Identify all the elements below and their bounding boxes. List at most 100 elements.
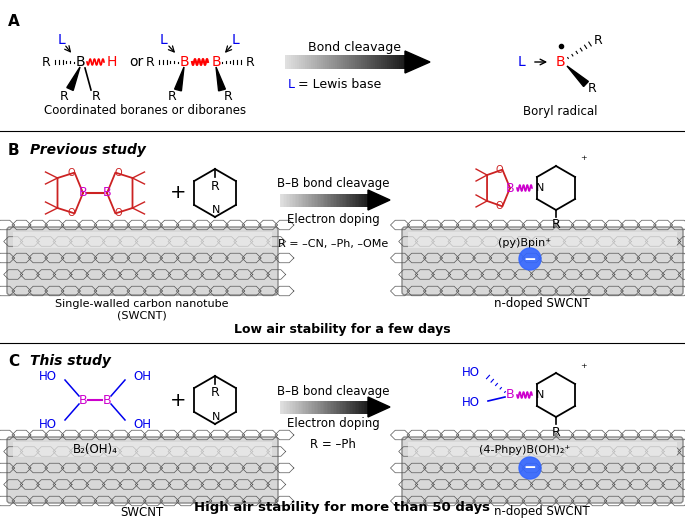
Text: HO: HO xyxy=(462,366,480,379)
Text: R: R xyxy=(42,56,51,69)
Text: −: − xyxy=(523,460,536,475)
Text: L: L xyxy=(518,55,526,69)
Text: Coordinated boranes or diboranes: Coordinated boranes or diboranes xyxy=(44,103,246,116)
Bar xyxy=(356,194,358,207)
Bar xyxy=(353,401,356,414)
Bar xyxy=(290,401,292,414)
Bar xyxy=(385,55,388,69)
Bar xyxy=(351,55,353,69)
Bar xyxy=(295,401,297,414)
Bar xyxy=(320,401,321,414)
Bar xyxy=(358,401,360,414)
Text: B: B xyxy=(506,389,514,402)
Bar xyxy=(338,401,340,414)
Bar xyxy=(365,55,367,69)
Bar xyxy=(351,194,352,207)
Polygon shape xyxy=(175,67,184,91)
Bar xyxy=(330,194,332,207)
Bar xyxy=(327,194,329,207)
Bar xyxy=(343,194,345,207)
Bar xyxy=(338,194,340,207)
Bar xyxy=(313,55,316,69)
Bar xyxy=(408,442,677,457)
Bar xyxy=(346,194,348,207)
Text: B: B xyxy=(211,55,221,69)
Bar xyxy=(287,194,289,207)
Bar xyxy=(345,55,347,69)
Bar xyxy=(334,401,336,414)
Bar xyxy=(355,55,358,69)
Circle shape xyxy=(519,248,541,270)
Bar xyxy=(333,194,335,207)
Bar xyxy=(299,55,301,69)
Bar xyxy=(324,401,326,414)
Text: ⁺: ⁺ xyxy=(580,362,586,375)
Text: O: O xyxy=(114,168,122,177)
Bar xyxy=(295,194,297,207)
Text: B–B bond cleavage: B–B bond cleavage xyxy=(277,385,389,398)
Bar xyxy=(284,401,286,414)
Polygon shape xyxy=(405,51,430,73)
Bar xyxy=(353,194,356,207)
Polygon shape xyxy=(67,67,80,90)
Bar xyxy=(387,55,390,69)
Text: (py)Bpin⁺: (py)Bpin⁺ xyxy=(499,238,551,248)
Text: O: O xyxy=(68,209,75,218)
Bar xyxy=(289,55,292,69)
Text: O: O xyxy=(496,165,503,174)
Bar xyxy=(364,194,366,207)
Text: R: R xyxy=(210,387,219,400)
Text: L: L xyxy=(232,33,240,47)
Text: N: N xyxy=(536,390,544,400)
Bar xyxy=(283,401,285,414)
Bar xyxy=(302,194,304,207)
Text: or: or xyxy=(129,55,143,69)
Bar xyxy=(296,401,298,414)
Bar xyxy=(299,194,301,207)
Bar xyxy=(293,194,295,207)
Bar xyxy=(287,401,289,414)
Bar xyxy=(371,55,373,69)
Bar xyxy=(359,55,362,69)
Text: B₂(OH)₄: B₂(OH)₄ xyxy=(73,444,117,457)
Bar xyxy=(302,401,304,414)
Bar xyxy=(280,401,282,414)
Bar xyxy=(316,401,319,414)
Text: Single-walled carbon nanotube: Single-walled carbon nanotube xyxy=(55,299,229,309)
Text: (SWCNT): (SWCNT) xyxy=(117,311,167,321)
Bar xyxy=(365,401,367,414)
Bar xyxy=(282,401,284,414)
Bar xyxy=(355,401,357,414)
Bar xyxy=(327,401,329,414)
Text: R: R xyxy=(551,218,560,231)
Text: R: R xyxy=(551,426,560,439)
Bar xyxy=(340,401,342,414)
Bar xyxy=(336,401,338,414)
Text: B: B xyxy=(79,186,87,199)
Bar xyxy=(335,55,338,69)
FancyBboxPatch shape xyxy=(402,227,683,295)
Bar xyxy=(308,194,310,207)
Bar xyxy=(349,401,351,414)
Text: OH: OH xyxy=(133,370,151,383)
Bar xyxy=(315,401,317,414)
Bar xyxy=(369,55,371,69)
Bar xyxy=(373,55,375,69)
Bar xyxy=(311,194,313,207)
Text: L: L xyxy=(288,77,295,90)
Text: H: H xyxy=(107,55,117,69)
Text: A: A xyxy=(8,14,20,29)
Bar xyxy=(408,232,677,248)
Text: R: R xyxy=(168,90,176,103)
Text: B: B xyxy=(103,393,111,406)
Text: R: R xyxy=(246,56,254,69)
Bar xyxy=(336,194,338,207)
Bar xyxy=(333,401,335,414)
Bar xyxy=(306,194,308,207)
Bar xyxy=(337,55,340,69)
Bar xyxy=(297,194,299,207)
Bar xyxy=(293,401,295,414)
Text: R = –CN, –Ph, –OMe: R = –CN, –Ph, –OMe xyxy=(278,239,388,249)
Bar xyxy=(321,194,323,207)
Text: B: B xyxy=(8,143,20,158)
